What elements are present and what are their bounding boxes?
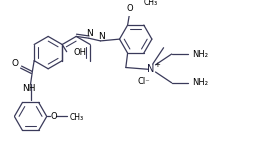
Text: Cl⁻: Cl⁻ [137, 77, 150, 86]
Text: CH₃: CH₃ [144, 0, 158, 7]
Text: OH: OH [74, 48, 87, 57]
Text: N: N [98, 32, 105, 41]
Text: N: N [147, 64, 155, 74]
Text: NH₂: NH₂ [193, 49, 208, 58]
Text: O: O [50, 112, 57, 121]
Text: N: N [86, 29, 93, 38]
Text: CH₃: CH₃ [70, 113, 84, 122]
Text: O: O [126, 4, 133, 13]
Text: +: + [154, 62, 160, 68]
Text: NH₂: NH₂ [193, 78, 208, 87]
Text: NH: NH [22, 84, 36, 93]
Text: O: O [12, 59, 19, 68]
